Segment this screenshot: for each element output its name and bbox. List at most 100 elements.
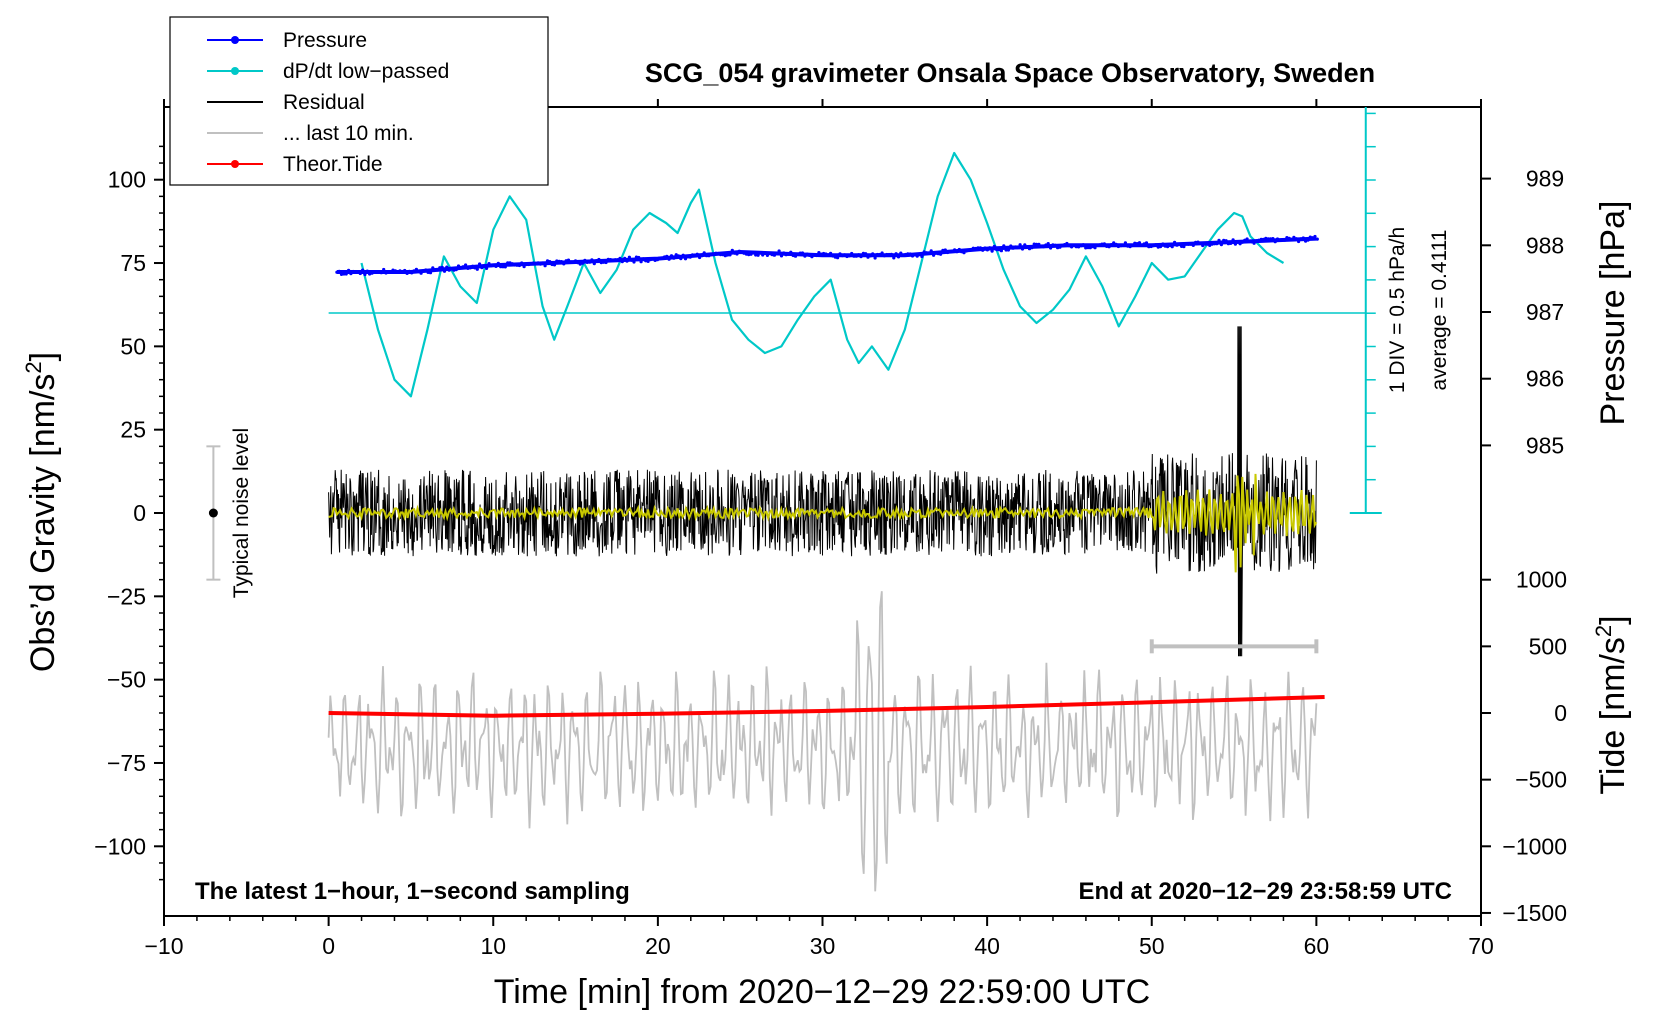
noise-level-label: Typical noise level [230, 428, 253, 598]
pressure-point [419, 271, 423, 275]
y-axis-gravity-title: Obs’d Gravity [nm/s2] [21, 352, 62, 672]
pressure-point [1180, 244, 1184, 248]
sampling-note: The latest 1−hour, 1−second sampling [195, 878, 630, 905]
y-gravity-tick-label: 100 [108, 167, 146, 193]
pressure-point [1137, 241, 1142, 245]
dpdt-div-label: 1 DIV = 0.5 hPa/h [1386, 227, 1409, 393]
pressure-point [389, 270, 393, 274]
pressure-point [1315, 237, 1319, 241]
legend: Pressure dP/dt low−passed Residual ... last… [169, 16, 549, 186]
pressure-point [1025, 245, 1029, 249]
pressure-point [1236, 240, 1240, 244]
pressure-point [737, 249, 741, 253]
pressure-point [892, 256, 896, 260]
pressure-point [789, 250, 793, 254]
pressure-point [761, 253, 765, 257]
pressure-point [1283, 238, 1287, 242]
pressure-point [754, 253, 758, 257]
pressure-point [784, 253, 788, 257]
pressure-point [541, 261, 545, 265]
pressure-point [1292, 235, 1296, 239]
pressure-point [442, 269, 447, 273]
y-gravity-tick-label: −75 [107, 750, 146, 776]
pressure-point [482, 264, 486, 268]
legend-marker [231, 160, 239, 168]
x-tick-label: 10 [480, 933, 506, 959]
pressure-point [686, 255, 690, 259]
pressure-point [1240, 240, 1244, 244]
pressure-point [506, 261, 510, 265]
pressure-point [672, 256, 676, 260]
pressure-point [1011, 246, 1015, 250]
pressure-point [609, 258, 613, 262]
pressure-point [669, 254, 674, 258]
pressure-point [1210, 242, 1214, 246]
pressure-point [1105, 244, 1109, 248]
pressure-point [435, 268, 440, 272]
pressure-point [1173, 240, 1177, 244]
residual-smoothed-line [328, 473, 1318, 573]
pressure-point [1311, 236, 1315, 240]
pressure-point [1257, 238, 1261, 242]
pressure-point [1252, 241, 1256, 245]
pressure-point [1229, 241, 1233, 245]
pressure-point [990, 249, 994, 253]
pressure-point [592, 262, 596, 266]
pressure-point [777, 249, 781, 253]
pressure-point [375, 270, 379, 274]
pressure-point [798, 251, 802, 255]
legend-marker [231, 67, 239, 75]
pressure-point [630, 258, 634, 262]
pressure-point [810, 255, 814, 259]
dpdt-average-label: average = 0.4111 [1428, 230, 1451, 391]
x-tick-label: 40 [974, 933, 1000, 959]
pressure-point [405, 271, 409, 275]
pressure-point [880, 251, 884, 255]
pressure-point [871, 252, 875, 256]
pressure-point [515, 263, 519, 267]
pressure-point [1201, 243, 1205, 248]
pressure-point [347, 268, 351, 272]
y-tide-tick-label: −1000 [1502, 833, 1567, 859]
pressure-point [639, 260, 643, 264]
pressure-point [803, 254, 807, 258]
pressure-point [1212, 242, 1216, 246]
pressure-point [831, 254, 835, 258]
pressure-point [705, 254, 709, 258]
pressure-point [1273, 240, 1277, 244]
pressure-point [1313, 234, 1317, 239]
pressure-point [906, 252, 910, 256]
pressure-point [1271, 237, 1275, 241]
legend-marker [231, 36, 239, 44]
pressure-point [796, 252, 800, 256]
pressure-point [1112, 241, 1116, 245]
pressure-point [365, 269, 369, 273]
pressure-point [915, 254, 919, 258]
pressure-point [829, 251, 833, 255]
pressure-point [1086, 246, 1090, 250]
pressure-point [531, 261, 536, 265]
pressure-point [667, 257, 671, 261]
pressure-point [618, 256, 622, 260]
pressure-point [908, 252, 912, 256]
pressure-point [1065, 241, 1069, 246]
gravity-title-sup: 2 [21, 361, 46, 373]
pressure-point [1215, 242, 1219, 246]
pressure-point [641, 257, 646, 261]
pressure-point [910, 254, 915, 258]
pressure-point [527, 262, 531, 267]
pressure-point [964, 249, 968, 253]
pressure-point [361, 268, 365, 272]
pressure-point [690, 253, 695, 257]
pressure-point [1203, 242, 1207, 246]
pressure-point [1158, 245, 1163, 249]
pressure-point [613, 258, 617, 262]
pressure-point [1259, 237, 1263, 241]
pressure-point [543, 264, 547, 268]
pressure-point [517, 263, 522, 268]
pressure-point [550, 262, 554, 267]
pressure-point [602, 260, 606, 264]
x-tick-label: 20 [645, 933, 671, 959]
pressure-point [1177, 242, 1181, 246]
